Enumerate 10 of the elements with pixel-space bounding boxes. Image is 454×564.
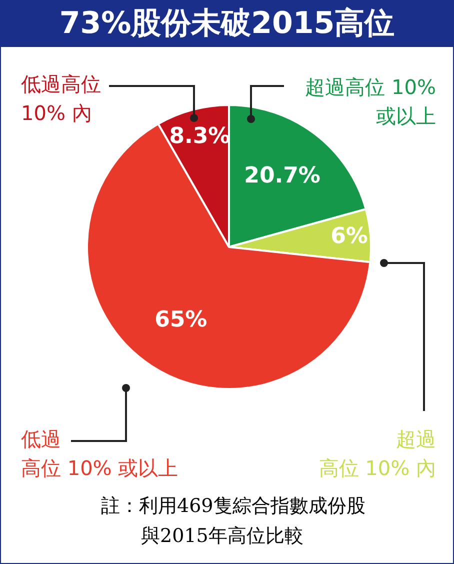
slice-label: 超過高位 10%或以上 bbox=[305, 75, 436, 128]
data-label: 20.7% bbox=[244, 164, 320, 189]
data-label: 6% bbox=[330, 224, 368, 249]
chart-title: 73%股份未破2015高位 bbox=[1, 1, 453, 47]
slice-label: 超過高位 10% 內 bbox=[318, 427, 436, 480]
text: 註：利用469隻綜合指數成份股與2015年高位比較 bbox=[101, 494, 366, 549]
slice-label: 低過高位 10% 或以上 bbox=[21, 427, 178, 480]
data-label: 65% bbox=[154, 307, 208, 332]
slice-label: 低過高位10% 內 bbox=[21, 72, 101, 126]
data-label: 8.3% bbox=[169, 124, 230, 149]
